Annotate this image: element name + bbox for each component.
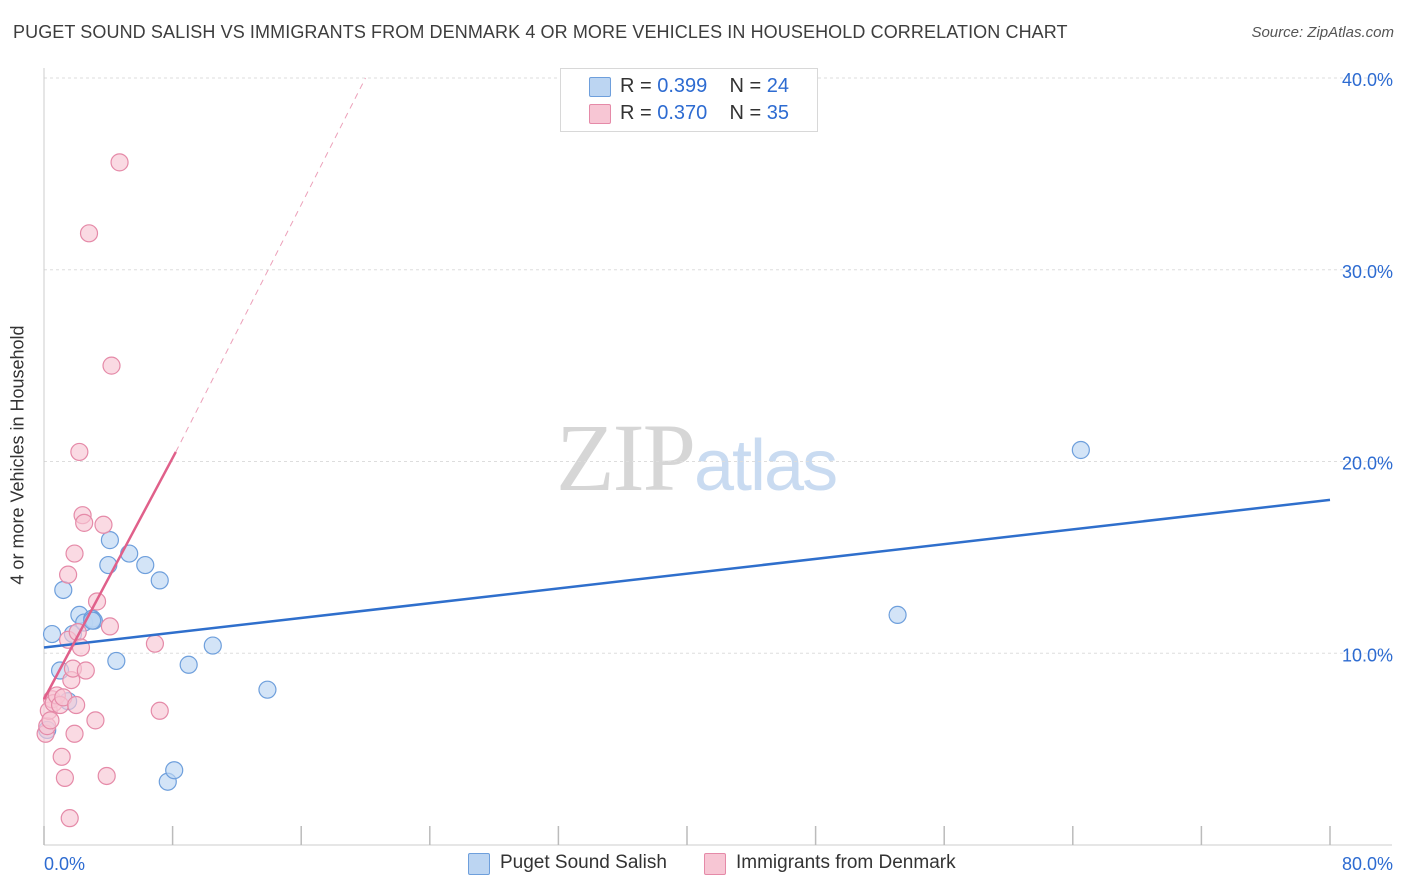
legend-n-value: 35 — [766, 102, 790, 124]
y-axis-label: 4 or more Vehicles in Household — [7, 325, 28, 585]
trend-line-salish — [43, 498, 1331, 649]
chart-title: PUGET SOUND SALISH VS IMMIGRANTS FROM DE… — [13, 22, 1068, 42]
legend-r-value: 0.399 — [657, 75, 708, 97]
point-denmark-34 — [150, 701, 169, 720]
trend-line-denmark-extension — [175, 77, 366, 453]
point-denmark-16 — [65, 724, 84, 743]
point-salish-13 — [136, 555, 155, 575]
point-salish-2 — [54, 580, 73, 600]
point-denmark-11 — [59, 565, 78, 584]
point-denmark-18 — [67, 695, 86, 715]
legend-swatch-denmark — [589, 104, 611, 124]
x-tick-label-1: 80.0% — [1342, 854, 1393, 874]
y-tick-label-3: 40.0% — [1342, 70, 1393, 90]
point-denmark-13 — [60, 809, 79, 828]
legend-n-label: N = — [729, 75, 767, 97]
point-salish-21 — [1071, 440, 1090, 460]
point-salish-0 — [42, 624, 62, 644]
point-denmark-26 — [86, 711, 105, 730]
y-tick-label-1: 20.0% — [1342, 454, 1393, 474]
y-tick-label-0: 10.0% — [1342, 645, 1393, 665]
bottom-legend-label-salish: Puget Sound Salish — [500, 852, 667, 873]
point-denmark-33 — [145, 634, 165, 653]
point-denmark-23 — [75, 513, 94, 532]
point-denmark-10 — [55, 768, 74, 787]
point-denmark-3 — [41, 711, 60, 730]
point-salish-18 — [203, 636, 222, 655]
point-denmark-29 — [97, 766, 116, 786]
correlation-legend: R = 0.399 N = 24 R = 0.370 N = 35 — [560, 68, 818, 132]
point-salish-17 — [179, 655, 198, 674]
point-denmark-20 — [70, 442, 89, 462]
bottom-legend-swatch-denmark — [704, 853, 726, 875]
y-tick-label-2: 30.0% — [1342, 262, 1393, 282]
watermark-zip: ZIP — [556, 404, 696, 511]
legend-text-salish: R = 0.399 N = 24 — [620, 75, 789, 98]
point-salish-11 — [107, 651, 126, 671]
point-salish-19 — [258, 680, 277, 699]
source-credit: Source: ZipAtlas.com — [1251, 24, 1394, 41]
point-denmark-28 — [94, 515, 113, 534]
x-tick-label-0: 0.0% — [44, 854, 85, 874]
watermark: ZIPatlas — [556, 402, 838, 513]
legend-n-label: N = — [729, 102, 767, 124]
bottom-legend-swatch-salish — [468, 853, 490, 875]
trend-line-denmark — [42, 451, 177, 700]
point-salish-14 — [150, 571, 169, 590]
legend-text-denmark: R = 0.370 N = 35 — [620, 102, 789, 125]
legend-swatch-salish — [589, 77, 611, 97]
point-salish-10 — [100, 531, 120, 550]
point-denmark-31 — [102, 356, 121, 375]
point-denmark-8 — [52, 747, 71, 766]
legend-r-label: R = — [620, 102, 658, 124]
point-denmark-24 — [76, 661, 95, 680]
point-salish-20 — [888, 605, 907, 625]
legend-r-label: R = — [620, 75, 658, 97]
point-denmark-30 — [100, 617, 120, 636]
point-denmark-25 — [79, 224, 99, 243]
legend-r-value: 0.370 — [657, 102, 708, 124]
point-salish-16 — [165, 761, 184, 780]
bottom-legend-label-denmark: Immigrants from Denmark — [736, 852, 956, 873]
point-denmark-17 — [65, 544, 84, 563]
legend-n-value: 24 — [766, 75, 790, 97]
point-salish-12 — [120, 544, 139, 563]
point-denmark-32 — [110, 153, 129, 172]
watermark-atlas: atlas — [694, 426, 838, 506]
